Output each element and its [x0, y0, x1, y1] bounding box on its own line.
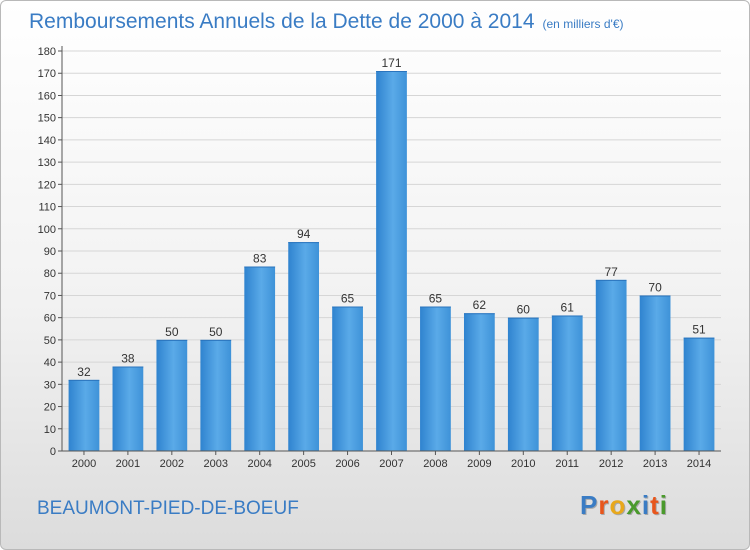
bar-2007	[376, 71, 407, 451]
y-tick-label: 90	[44, 246, 56, 258]
bar-value-label: 70	[648, 280, 662, 294]
bar-value-label: 60	[517, 303, 531, 317]
x-tick-label: 2000	[72, 458, 96, 470]
bar-value-label: 94	[297, 227, 311, 241]
x-tick-label: 2007	[379, 458, 403, 470]
y-tick-label: 160	[38, 90, 56, 102]
y-tick-label: 110	[38, 202, 56, 214]
y-tick-label: 150	[38, 113, 56, 125]
x-tick-label: 2012	[599, 458, 623, 470]
x-tick-label: 2004	[247, 458, 271, 470]
bar-value-label: 38	[121, 352, 135, 366]
bar-2012	[595, 279, 627, 451]
bar-2000	[68, 379, 100, 451]
bar-2002	[156, 339, 188, 451]
bar-value-label: 77	[604, 265, 618, 279]
y-tick-label: 40	[44, 357, 56, 369]
bar-value-label: 32	[77, 365, 91, 379]
x-tick-label: 2014	[687, 458, 711, 470]
x-tick-label: 2010	[511, 458, 535, 470]
logo-letter-6: i	[659, 490, 668, 520]
bar-2005	[288, 242, 320, 451]
x-tick-label: 2001	[116, 458, 140, 470]
bar-value-label: 50	[209, 325, 223, 339]
bar-2006	[332, 306, 363, 451]
x-tick-label: 2011	[555, 458, 579, 470]
x-tick-label: 2006	[335, 458, 359, 470]
x-tick-label: 2009	[467, 458, 491, 470]
bar-2011	[551, 315, 583, 451]
logo-letter-4: i	[641, 490, 651, 520]
y-tick-label: 20	[44, 402, 56, 414]
y-tick-label: 130	[38, 157, 56, 169]
commune-name: BEAUMONT-PIED-DE-BOEUF	[37, 498, 299, 519]
bar-value-label: 62	[473, 298, 487, 312]
chart-title: Remboursements Annuels de la Dette de 20…	[29, 10, 624, 34]
x-tick-label: 2003	[204, 458, 228, 470]
bar-2014	[683, 337, 715, 451]
y-tick-label: 140	[38, 135, 56, 147]
bar-2013	[639, 295, 671, 451]
bar-2003	[200, 339, 232, 451]
x-tick-label: 2008	[423, 458, 447, 470]
bars	[68, 71, 715, 451]
bar-value-label: 51	[692, 323, 706, 337]
bar-value-label: 83	[253, 252, 267, 266]
chart-title-text: Remboursements Annuels de la Dette de 20…	[29, 10, 535, 33]
bar-2004	[244, 266, 276, 451]
bar-2009	[463, 313, 495, 451]
logo-letter-5: t	[650, 490, 660, 520]
y-tick-label: 70	[44, 290, 56, 302]
y-tick-label: 180	[38, 46, 56, 58]
logo-letter-0: P	[580, 490, 599, 520]
bar-value-label: 61	[561, 300, 575, 314]
logo-letter-2: o	[609, 490, 627, 520]
y-tick-label: 60	[44, 313, 56, 325]
y-tick-label: 0	[50, 446, 56, 458]
logo-letter-3: x	[626, 490, 642, 520]
chart-title-unit: (en milliers d'€)	[542, 17, 624, 31]
x-tick-label: 2002	[160, 458, 184, 470]
bar-2008	[420, 306, 451, 451]
bar-value-label: 171	[381, 56, 401, 70]
bar-value-label: 65	[429, 292, 443, 306]
proxiti-logo: Proxiti	[580, 490, 668, 521]
bar-2001	[112, 366, 144, 451]
y-tick-label: 50	[44, 335, 56, 347]
x-tick-label: 2005	[291, 458, 315, 470]
logo-letter-1: r	[598, 490, 610, 520]
y-tick-label: 100	[38, 224, 56, 236]
axes	[58, 46, 721, 455]
bar-value-label: 65	[341, 292, 355, 306]
y-tick-label: 10	[44, 424, 56, 436]
y-tick-label: 120	[38, 179, 56, 191]
bar-2010	[507, 317, 539, 451]
x-tick-label: 2013	[643, 458, 667, 470]
labels: 0 10 20 30 40 50 60 70 80 90 100 110 120 130 140 150 160…	[38, 46, 712, 470]
bar-value-label: 50	[165, 325, 179, 339]
y-tick-label: 30	[44, 379, 56, 391]
y-tick-label: 80	[44, 268, 56, 280]
y-tick-label: 170	[38, 68, 56, 80]
